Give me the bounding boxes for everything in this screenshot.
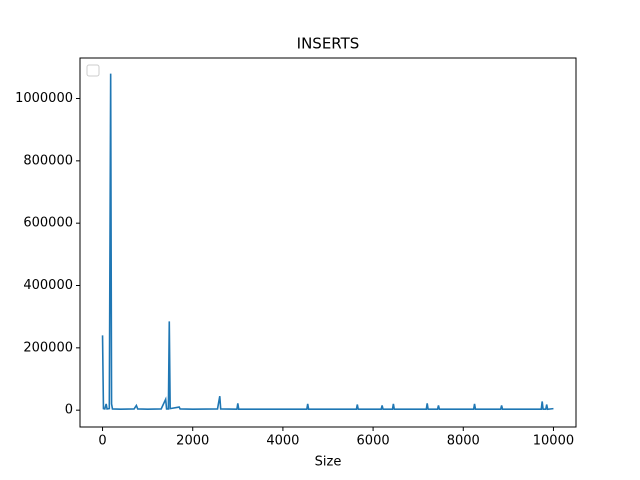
- x-tick-label: 6000: [357, 434, 390, 449]
- x-tick-label: 4000: [266, 434, 299, 449]
- y-tick-label: 400000: [23, 278, 73, 293]
- y-tick-label: 600000: [23, 216, 73, 231]
- x-tick-label: 0: [98, 434, 106, 449]
- y-tick-label: 1000000: [15, 91, 73, 106]
- x-axis-label: Size: [315, 455, 342, 470]
- x-tick-label: 10000: [533, 434, 574, 449]
- y-tick-label: 800000: [23, 153, 73, 168]
- plot-frame: [79, 57, 577, 428]
- y-tick-label: 200000: [23, 340, 73, 355]
- line-series: [101, 73, 554, 411]
- chart-title: INSERTS: [297, 35, 360, 53]
- legend-box: [86, 64, 100, 77]
- x-tick-label: 8000: [447, 434, 480, 449]
- x-tick-label: 2000: [176, 434, 209, 449]
- y-tick-label: 0: [65, 403, 73, 418]
